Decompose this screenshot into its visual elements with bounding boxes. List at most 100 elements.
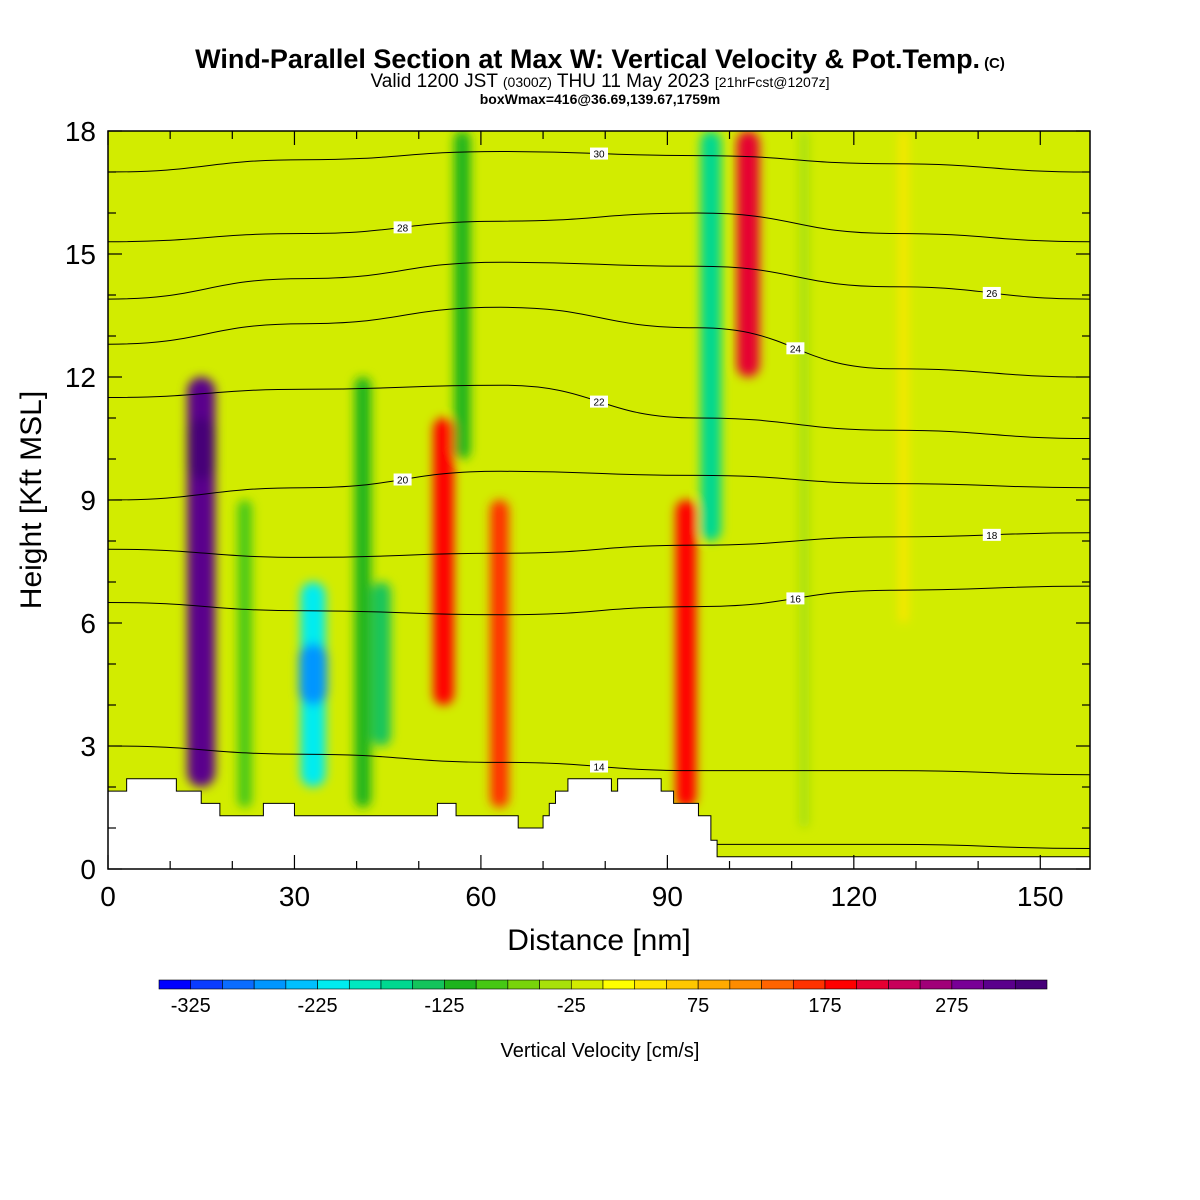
velocity-cell <box>187 418 216 480</box>
contour-label: 28 <box>397 223 409 234</box>
velocity-cell <box>736 131 760 377</box>
colorbar-swatch <box>951 979 984 990</box>
colorbar-swatch <box>888 979 921 990</box>
contour-label-bg <box>590 760 608 773</box>
colorbar-swatch <box>444 979 477 990</box>
colorbar-swatch <box>412 979 445 990</box>
velocity-cell <box>454 131 471 459</box>
theta-contour-line <box>108 470 1090 501</box>
valid-main: Valid 1200 JST <box>370 71 498 92</box>
y-axis-label: Height [Kft MSL] <box>15 391 48 609</box>
y-axis: 0 3 6 9 12 15 18 <box>65 116 1090 885</box>
theta-contour-line <box>108 261 1090 300</box>
velocity-cell <box>354 377 372 808</box>
contour-label-bg <box>786 592 805 605</box>
y-tick-label: 3 <box>80 731 96 762</box>
colorbar-swatch <box>919 979 953 990</box>
colorbar-tick-label: -325 <box>171 995 211 1017</box>
colorbar-swatch <box>570 979 604 990</box>
colorbar-swatch <box>253 979 287 990</box>
velocity-cell <box>372 582 391 746</box>
colorbar-tick-label: 75 <box>687 995 709 1017</box>
x-tick-label: 60 <box>465 881 496 912</box>
contour-label-bg <box>982 528 1001 541</box>
colorbar-swatch <box>222 979 255 990</box>
velocity-cell <box>974 295 983 828</box>
contour-label-bg <box>786 342 805 355</box>
colorbar-swatch <box>1014 979 1048 990</box>
y-tick-label: 15 <box>65 239 96 270</box>
terrain <box>108 778 1090 869</box>
velocity-cell <box>299 643 328 705</box>
contour-label: 22 <box>593 398 605 409</box>
velocity-cell <box>187 377 216 787</box>
x-tick-label: 0 <box>100 881 116 912</box>
contour-label: 16 <box>790 594 802 605</box>
x-tick-label: 30 <box>279 881 310 912</box>
colorbar-swatch <box>666 979 699 990</box>
valid-utc: (0300Z) <box>502 74 552 90</box>
chart-title: Wind-Parallel Section at Max W: Vertical… <box>0 44 1200 75</box>
theta-contour-line <box>108 532 1090 558</box>
x-tick-label: 120 <box>830 881 877 912</box>
colorbar-tick-label: -25 <box>557 995 586 1017</box>
colorbar-swatch <box>475 979 509 990</box>
colorbar-swatch <box>602 979 636 990</box>
velocity-cell <box>675 500 697 808</box>
colorbar-tick-label: 175 <box>808 995 841 1017</box>
velocity-cell <box>700 131 722 541</box>
colorbar-swatch <box>983 979 1016 990</box>
contour-label: 26 <box>986 289 998 300</box>
contour-label: 24 <box>790 344 802 355</box>
colorbar-swatch <box>761 979 794 990</box>
theta-contour-line <box>108 212 1090 243</box>
y-tick-label: 18 <box>65 116 96 147</box>
colorbar-swatch <box>348 979 382 990</box>
colorbar-swatch <box>856 979 889 990</box>
colorbar-tick-label: -125 <box>424 995 464 1017</box>
contour-label: 18 <box>986 531 998 542</box>
velocity-cell <box>433 418 454 705</box>
valid-time-line: Valid 1200 JST (0300Z) THU 11 May 2023 [… <box>0 71 1200 93</box>
theta-contour-line <box>108 585 1090 616</box>
colorbar: -325 -225 -125 -25 75 175 275 <box>158 979 1048 1017</box>
colorbar-swatch <box>285 979 318 990</box>
box-wmax-info: boxWmax=416@36.69,139.67,1759m <box>479 91 721 107</box>
colorbar-swatch <box>317 979 350 990</box>
contour-label-bg <box>393 473 412 486</box>
colorbar-tick-label: 275 <box>935 995 968 1017</box>
colorbar-swatch <box>634 979 667 990</box>
contour-label-bg <box>393 221 412 234</box>
velocity-cell <box>490 500 509 808</box>
y-tick-label: 9 <box>80 485 96 516</box>
vertical-velocity-field <box>187 131 983 828</box>
copyright-tag: (C) <box>984 55 1005 72</box>
x-axis: 0 30 60 90 120 150 <box>100 131 1064 912</box>
colorbar-swatch <box>539 979 572 990</box>
y-tick-label: 0 <box>80 854 96 885</box>
velocity-cell <box>799 131 810 828</box>
contour-label-bg <box>590 395 608 408</box>
theta-contours: 12141618202224262830 <box>108 147 1090 849</box>
colorbar-tick-label: -225 <box>298 995 338 1017</box>
y-tick-label: 6 <box>80 608 96 639</box>
contour-label: 14 <box>593 763 605 774</box>
colorbar-swatch <box>380 979 414 990</box>
colorbar-label: Vertical Velocity [cm/s] <box>501 1040 700 1062</box>
theta-contour-line <box>108 306 1090 378</box>
y-tick-label: 12 <box>65 362 96 393</box>
contour-label: 30 <box>593 150 605 161</box>
x-tick-label: 150 <box>1017 881 1064 912</box>
valid-date: THU 11 May 2023 <box>556 71 710 92</box>
forecast-info: [21hrFcst@1207z] <box>714 74 830 90</box>
colorbar-swatch <box>190 979 223 990</box>
x-tick-label: 90 <box>652 881 683 912</box>
colorbar-swatch <box>158 979 192 990</box>
chart-title-text: Wind-Parallel Section at Max W: Vertical… <box>195 44 981 74</box>
colorbar-swatch <box>507 979 540 990</box>
colorbar-swatch <box>697 979 731 990</box>
contour-label: 20 <box>397 476 409 487</box>
contour-label-bg <box>982 286 1001 299</box>
colorbar-swatch <box>824 979 858 990</box>
